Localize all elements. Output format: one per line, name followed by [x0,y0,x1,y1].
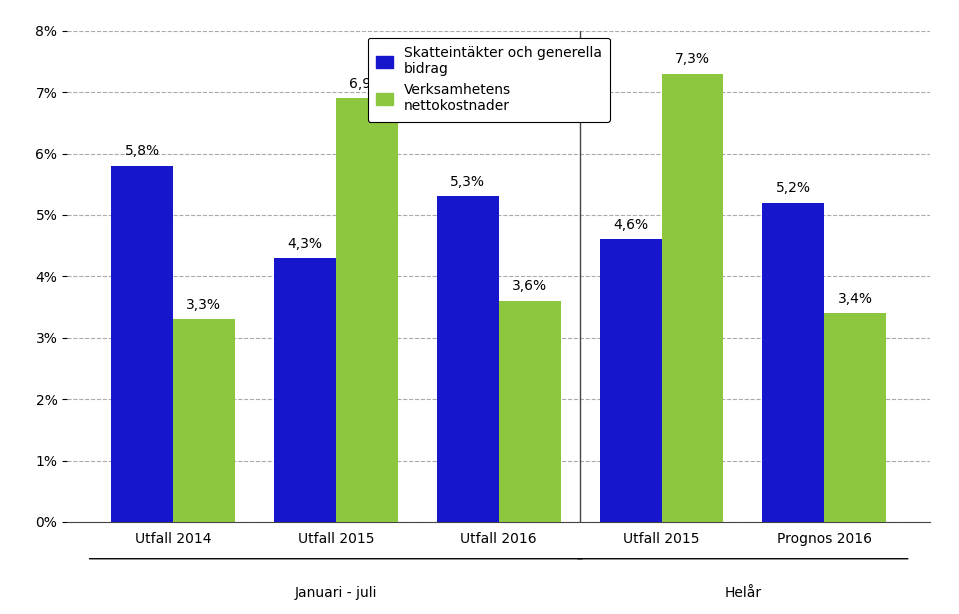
Bar [173,319,235,522]
Text: 3,3%: 3,3% [186,298,222,312]
Bar [336,98,398,522]
Bar [662,74,723,522]
Bar [274,258,336,522]
Text: 4,6%: 4,6% [613,218,648,232]
Text: 3,4%: 3,4% [838,292,873,306]
Text: 5,2%: 5,2% [776,181,811,195]
Text: 7,3%: 7,3% [675,52,710,66]
Text: 4,3%: 4,3% [288,236,322,251]
Bar [599,239,662,522]
Text: 5,3%: 5,3% [450,175,485,189]
Legend: Skatteintäkter och generella
bidrag, Verksamhetens
nettokostnader: Skatteintäkter och generella bidrag, Ver… [367,37,610,122]
Text: 3,6%: 3,6% [512,279,548,293]
Text: Januari - juli: Januari - juli [294,586,377,600]
Bar [825,313,886,522]
Bar [499,301,561,522]
Text: Helår: Helår [724,586,761,600]
Text: 5,8%: 5,8% [125,144,159,158]
Bar [436,196,499,522]
Bar [111,166,173,522]
Bar [762,203,825,522]
Text: 6,9%: 6,9% [349,77,385,91]
